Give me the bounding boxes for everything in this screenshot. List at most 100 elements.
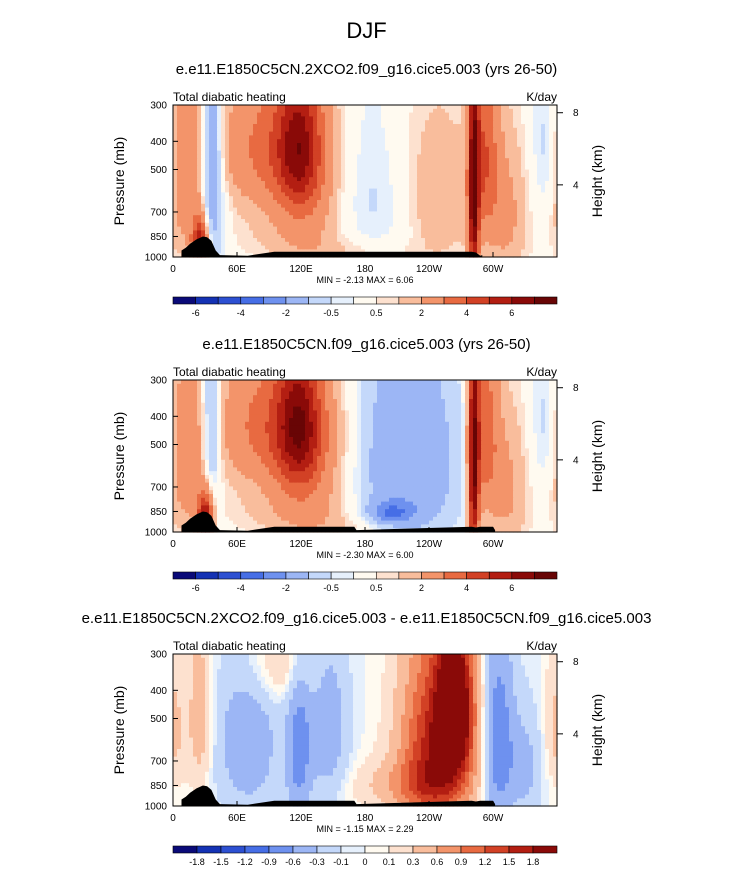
heatmap-cell xyxy=(381,105,386,109)
heatmap-cell xyxy=(485,154,490,158)
heatmap-cell xyxy=(237,238,242,242)
heatmap-cell xyxy=(453,135,458,139)
heatmap-cell xyxy=(493,113,498,117)
heatmap-cell xyxy=(221,132,226,136)
heatmap-cell xyxy=(269,120,274,124)
heatmap-cell xyxy=(253,234,258,238)
heatmap-cell xyxy=(381,128,386,132)
y-axis-right-title: Height (km) xyxy=(589,145,605,217)
heatmap-cell xyxy=(305,139,310,143)
heatmap-cell xyxy=(381,200,386,204)
heatmap-cell xyxy=(213,422,218,426)
heatmap-cell xyxy=(269,384,274,388)
heatmap-cell xyxy=(333,166,338,170)
heatmap-cell xyxy=(513,181,518,185)
heatmap-cell xyxy=(357,211,362,215)
heatmap-cell xyxy=(237,192,242,196)
heatmap-cell xyxy=(529,391,534,395)
heatmap-cell xyxy=(237,120,242,124)
heatmap-cell xyxy=(453,181,458,185)
heatmap-cell xyxy=(497,196,502,200)
heatmap-cell xyxy=(489,204,494,208)
heatmap-cell xyxy=(173,177,178,181)
heatmap-cell xyxy=(313,234,318,238)
heatmap-cell xyxy=(481,170,486,174)
heatmap-cell xyxy=(405,147,410,151)
heatmap-cell xyxy=(497,403,502,407)
heatmap-cell xyxy=(213,388,218,392)
heatmap-cell xyxy=(497,128,502,132)
heatmap-cell xyxy=(197,399,202,403)
heatmap-cell xyxy=(397,109,402,113)
heatmap-cell xyxy=(469,234,474,238)
heatmap-cell xyxy=(249,158,254,162)
heatmap-cell xyxy=(457,230,462,234)
heatmap-cell xyxy=(433,234,438,238)
heatmap-cell xyxy=(389,403,394,407)
heatmap-cell xyxy=(385,399,390,403)
heatmap-cell xyxy=(229,388,234,392)
heatmap-cell xyxy=(449,154,454,158)
heatmap-cell xyxy=(205,158,210,162)
heatmap-cell xyxy=(193,234,198,238)
heatmap-cell xyxy=(305,124,310,128)
heatmap-cell xyxy=(341,234,346,238)
heatmap-cell xyxy=(545,116,550,120)
heatmap-cell xyxy=(549,391,554,395)
heatmap-cell xyxy=(313,407,318,411)
heatmap-cell xyxy=(209,128,214,132)
heatmap-cell xyxy=(445,185,450,189)
heatmap-cell xyxy=(233,185,238,189)
heatmap-cell xyxy=(397,380,402,384)
heatmap-cell xyxy=(381,192,386,196)
heatmap-cell xyxy=(421,189,426,193)
heatmap-cell xyxy=(173,135,178,139)
heatmap-cell xyxy=(481,166,486,170)
heatmap-cell xyxy=(293,116,298,120)
heatmap-cell xyxy=(225,407,230,411)
heatmap-cell xyxy=(501,410,506,414)
heatmap-cell xyxy=(513,230,518,234)
heatmap-cell xyxy=(345,215,350,219)
heatmap-cell xyxy=(193,173,198,177)
heatmap-cell xyxy=(205,196,210,200)
heatmap-cell xyxy=(225,192,230,196)
heatmap-cell xyxy=(465,380,470,384)
heatmap-cell xyxy=(401,166,406,170)
heatmap-cell xyxy=(541,120,546,124)
heatmap-cell xyxy=(441,128,446,132)
heatmap-cell xyxy=(477,116,482,120)
heatmap-cell xyxy=(377,242,382,246)
heatmap-cell xyxy=(501,143,506,147)
heatmap-cell xyxy=(369,132,374,136)
heatmap-cell xyxy=(489,158,494,162)
heatmap-cell xyxy=(353,109,358,113)
heatmap-cell xyxy=(497,192,502,196)
heatmap-cell xyxy=(369,158,374,162)
heatmap-cell xyxy=(221,418,226,422)
heatmap-cell xyxy=(429,128,434,132)
heatmap-cell xyxy=(437,135,442,139)
heatmap-cell xyxy=(529,128,534,132)
heatmap-cell xyxy=(477,132,482,136)
heatmap-cell xyxy=(197,154,202,158)
heatmap-cell xyxy=(213,407,218,411)
heatmap-cell xyxy=(321,162,326,166)
heatmap-cell xyxy=(357,158,362,162)
heatmap-cell xyxy=(429,135,434,139)
heatmap-cell xyxy=(457,135,462,139)
heatmap-cell xyxy=(273,170,278,174)
heatmap-cell xyxy=(465,384,470,388)
heatmap-cell xyxy=(433,391,438,395)
heatmap-cell xyxy=(453,246,458,250)
heatmap-cell xyxy=(409,242,414,246)
heatmap-cell xyxy=(481,177,486,181)
heatmap-cell xyxy=(173,154,178,158)
heatmap-cell xyxy=(317,170,322,174)
heatmap-cell xyxy=(473,154,478,158)
heatmap-cell xyxy=(285,166,290,170)
heatmap-cell xyxy=(437,223,442,227)
heatmap-cell xyxy=(181,200,186,204)
heatmap-cell xyxy=(297,384,302,388)
heatmap-cell xyxy=(173,208,178,212)
